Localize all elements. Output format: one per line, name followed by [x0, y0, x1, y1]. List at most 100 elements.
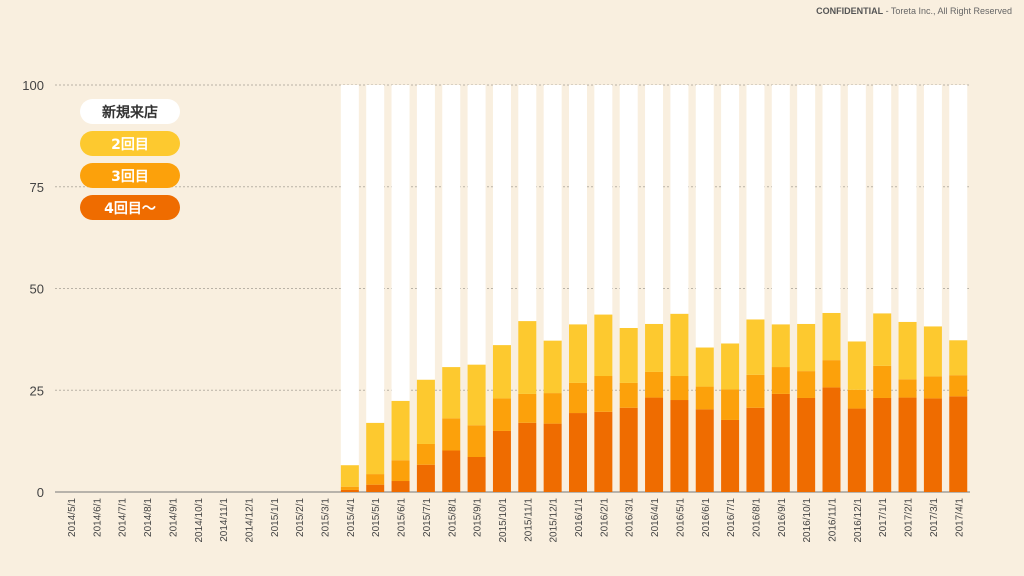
bar-segment — [518, 393, 537, 423]
bar-segment — [340, 489, 359, 492]
bar-segment — [492, 430, 511, 492]
x-tick-label: 2014/10/1 — [194, 498, 205, 543]
x-tick-label: 2014/5/1 — [67, 498, 78, 537]
y-tick-label: 25 — [30, 383, 44, 398]
bar-segment — [391, 460, 410, 482]
bar-segment — [873, 85, 892, 314]
bar-segment — [670, 400, 689, 492]
bar-segment — [746, 374, 765, 408]
bar-segment — [923, 85, 942, 327]
y-tick-label: 0 — [37, 485, 44, 500]
bar-segment — [847, 341, 866, 390]
x-tick-label: 2015/4/1 — [346, 498, 357, 537]
bar-segment — [467, 85, 486, 365]
bar-segment — [645, 85, 664, 324]
bar-segment — [797, 323, 816, 372]
x-tick-label: 2016/7/1 — [726, 498, 737, 537]
bar-segment — [898, 379, 917, 398]
x-tick-label: 2014/12/1 — [244, 498, 255, 543]
bar-segment — [771, 324, 790, 368]
x-tick-label: 2015/7/1 — [422, 498, 433, 537]
bar-segment — [442, 418, 461, 451]
x-tick-label: 2015/11/1 — [523, 498, 534, 542]
bar-segment — [543, 423, 562, 492]
x-tick-label: 2015/10/1 — [498, 498, 509, 543]
bar-segment — [695, 85, 714, 348]
x-tick-label: 2016/4/1 — [650, 498, 661, 537]
bar-segment — [366, 484, 385, 492]
x-tick-label: 2014/7/1 — [118, 498, 129, 537]
bar-segment — [822, 312, 841, 361]
bar-segment — [594, 376, 613, 412]
bar-segment — [949, 375, 968, 397]
x-tick-label: 2016/1/1 — [574, 498, 585, 537]
bar-segment — [847, 408, 866, 492]
bar-segment — [594, 411, 613, 492]
bar-segment — [518, 321, 537, 394]
bar-segment — [721, 85, 740, 344]
bar-segment — [569, 85, 587, 325]
x-tick-label: 2017/1/1 — [878, 498, 889, 537]
x-tick-label: 2015/9/1 — [473, 498, 484, 537]
bar-segment — [670, 85, 689, 314]
bar-segment — [923, 326, 942, 377]
bar-segment — [366, 474, 385, 485]
bar-segment — [645, 323, 664, 372]
bar-segment — [518, 422, 537, 492]
bar-segment — [366, 422, 385, 475]
x-tick-label: 2014/11/1 — [219, 498, 230, 542]
bar-segment — [746, 319, 765, 375]
legend-visit-3: 3回目 — [80, 163, 180, 188]
x-tick-label: 2017/2/1 — [904, 498, 915, 537]
x-tick-label: 2015/2/1 — [295, 498, 306, 537]
bar-segment — [391, 400, 410, 461]
bar-segment — [949, 85, 968, 341]
bar-segment — [721, 343, 740, 390]
x-tick-label: 2016/2/1 — [599, 498, 610, 537]
bar-segment — [923, 398, 942, 492]
x-tick-label: 2016/8/1 — [751, 498, 762, 537]
bar-segment — [467, 364, 486, 426]
bar-segment — [645, 397, 664, 492]
bar-segment — [518, 85, 537, 322]
x-tick-label: 2014/6/1 — [92, 498, 103, 537]
x-tick-label: 2015/1/1 — [270, 498, 281, 537]
y-tick-label: 50 — [30, 282, 44, 297]
legend-new-store: 新規来店 — [80, 99, 180, 124]
bar-segment — [416, 85, 435, 380]
x-tick-label: 2016/11/1 — [828, 498, 839, 542]
legend-visit-2: 2回目 — [80, 131, 180, 156]
bar-segment — [822, 360, 841, 388]
bar-segment — [619, 327, 638, 383]
bar-segment — [619, 382, 638, 408]
bar-segment — [721, 389, 740, 420]
bar-segment — [949, 340, 968, 376]
x-tick-label: 2016/10/1 — [802, 498, 813, 543]
bar-segment — [543, 393, 562, 424]
bar-segment — [670, 376, 689, 401]
bar-segment — [416, 464, 435, 492]
x-tick-label: 2016/3/1 — [625, 498, 636, 537]
bar-segment — [442, 367, 461, 419]
x-tick-label: 2015/6/1 — [397, 498, 408, 537]
x-tick-label: 2015/8/1 — [447, 498, 458, 537]
bar-segment — [416, 443, 435, 465]
bar-segment — [847, 389, 866, 409]
x-tick-label: 2014/8/1 — [143, 498, 154, 537]
bar-segment — [416, 379, 435, 444]
bar-segment — [543, 85, 562, 341]
bar-segment — [619, 85, 638, 328]
bar-segment — [695, 347, 714, 387]
y-tick-label: 100 — [22, 78, 44, 93]
chart-legend: 新規来店 2回目 3回目 4回目〜 — [80, 99, 180, 220]
bar-segment — [569, 324, 587, 383]
confidential-notice: CONFIDENTIAL - Toreta Inc., All Right Re… — [816, 6, 1012, 16]
x-tick-label: 2016/6/1 — [701, 498, 712, 537]
bar-segment — [366, 85, 385, 423]
bar-segment — [340, 465, 359, 487]
bar-segment — [898, 85, 917, 322]
bar-segment — [847, 85, 866, 342]
bar-segment — [822, 387, 841, 492]
bar-segment — [771, 85, 790, 325]
bar-segment — [797, 371, 816, 398]
